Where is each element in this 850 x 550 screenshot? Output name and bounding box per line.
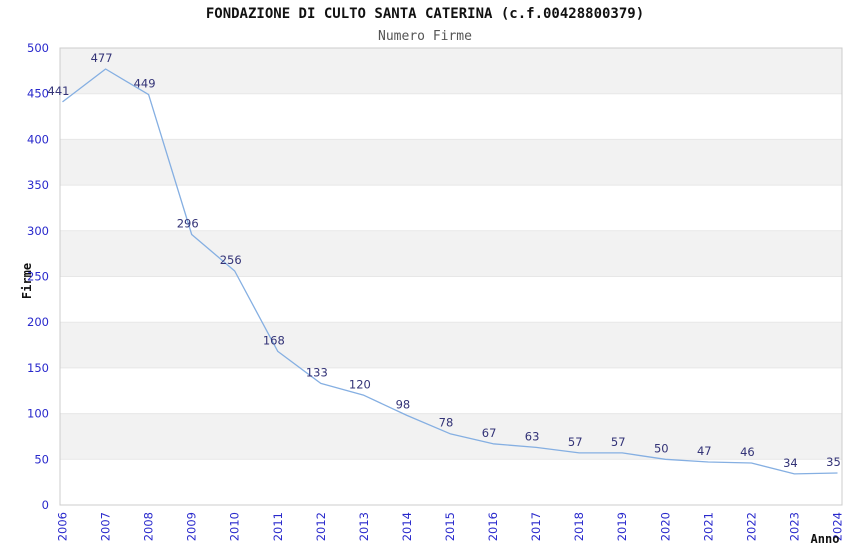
plot-border [59, 47, 843, 506]
y-tick-label: 50 [34, 452, 49, 466]
x-tick-label: 2007 [99, 512, 113, 541]
x-tick-label: 2022 [744, 512, 758, 541]
chart-subtitle: Numero Firme [378, 29, 472, 44]
grid-band [60, 48, 842, 94]
x-tick-label: 2011 [271, 512, 285, 541]
data-point-label: 46 [740, 445, 755, 459]
x-tick-label: 2021 [701, 512, 715, 541]
grid-band [60, 139, 842, 186]
y-tick-label: 450 [27, 87, 49, 101]
data-point-label: 98 [396, 397, 411, 411]
y-tick-label: 200 [27, 315, 49, 329]
x-tick-label: 2024 [831, 512, 845, 541]
y-tick-label: 400 [27, 132, 49, 146]
data-point-label: 57 [568, 435, 583, 449]
data-point-label: 120 [349, 377, 371, 391]
data-point-label: 441 [48, 84, 70, 98]
data-point-label: 67 [482, 426, 497, 440]
data-point-label: 50 [654, 441, 669, 455]
y-axis-title: Firme [20, 262, 34, 300]
x-tick-label: 2014 [400, 512, 414, 541]
data-point-label: 57 [611, 435, 626, 449]
y-tick-label: 350 [27, 178, 49, 192]
data-point-label: 63 [525, 429, 540, 443]
grid-band [60, 322, 842, 368]
data-point-label: 47 [697, 444, 712, 458]
data-point-label: 477 [91, 51, 113, 65]
x-tick-label: 2015 [443, 512, 457, 541]
y-tick-label: 250 [27, 270, 49, 284]
chart-title: FONDAZIONE DI CULTO SANTA CATERINA (c.f.… [205, 6, 645, 22]
data-point-label: 168 [263, 333, 285, 347]
data-point-label: 256 [220, 253, 242, 267]
x-tick-label: 2013 [357, 512, 371, 541]
y-tick-label: 150 [27, 361, 49, 375]
grid-band [60, 230, 842, 277]
x-tick-label: 2019 [615, 512, 629, 541]
y-tick-label: 100 [27, 407, 49, 421]
data-point-label: 34 [783, 456, 798, 470]
x-tick-label: 2010 [228, 512, 242, 541]
x-tick-label: 2016 [486, 512, 500, 541]
x-tick-label: 2008 [142, 512, 156, 541]
data-point-label: 296 [177, 217, 199, 231]
x-tick-label: 2017 [529, 512, 543, 541]
y-tick-label: 500 [27, 41, 49, 55]
x-tick-label: 2023 [787, 512, 801, 541]
x-tick-label: 2012 [314, 512, 328, 541]
grid-band [60, 413, 842, 460]
x-tick-label: 2020 [658, 512, 672, 541]
data-point-label: 133 [306, 365, 328, 379]
data-point-label: 35 [826, 455, 841, 469]
x-tick-label: 2006 [56, 512, 70, 541]
y-tick-label: 300 [27, 224, 49, 238]
x-tick-label: 2009 [185, 512, 199, 541]
series-line [62, 68, 838, 475]
data-point-label: 449 [134, 77, 156, 91]
x-tick-label: 2018 [572, 512, 586, 541]
data-point-label: 78 [439, 416, 454, 430]
y-tick-label: 0 [42, 498, 49, 512]
x-axis-title: Anno [810, 532, 840, 546]
